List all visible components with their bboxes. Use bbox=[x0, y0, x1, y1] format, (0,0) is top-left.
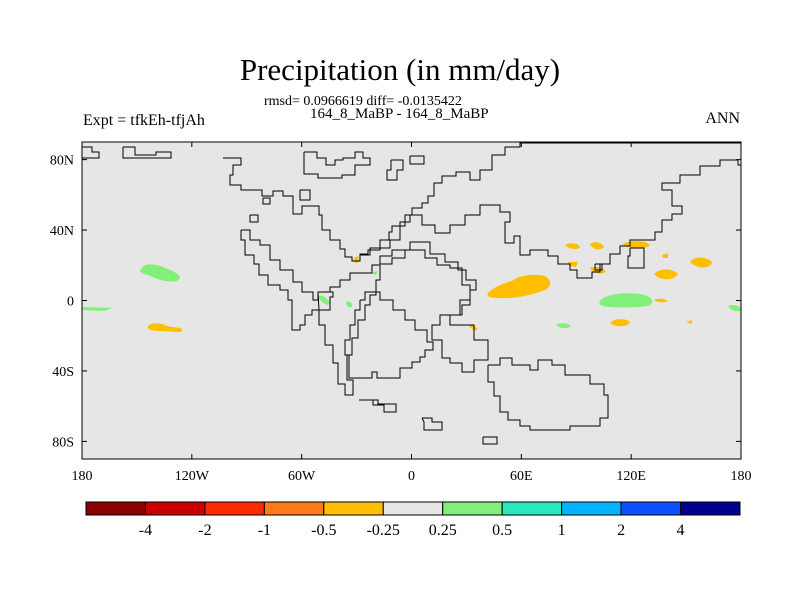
y-tick-label: 40S bbox=[52, 365, 74, 380]
anomaly-patch bbox=[82, 307, 112, 311]
anomaly-patch bbox=[654, 269, 678, 280]
coastline-antarctica bbox=[482, 436, 498, 445]
colorbar-label: 1 bbox=[558, 522, 566, 539]
colorbar-swatch bbox=[382, 501, 444, 516]
colorbar-label: 0.5 bbox=[492, 522, 512, 539]
x-tick-label: 60W bbox=[288, 469, 316, 484]
anomaly-patch bbox=[599, 293, 653, 308]
y-tick-label: 40N bbox=[50, 224, 74, 239]
anomaly-patch bbox=[654, 298, 668, 303]
colorbar bbox=[85, 501, 741, 516]
colorbar-swatch bbox=[680, 501, 741, 516]
colorbar-label: 0.25 bbox=[429, 522, 457, 539]
y-tick-labels: 80N 40N 0 40S 80S bbox=[50, 154, 74, 451]
coastline-americas bbox=[82, 146, 100, 159]
experiment-label: Expt = tfkEh-tfjAh bbox=[83, 112, 205, 129]
anomaly-patch bbox=[590, 242, 604, 250]
anomaly-patch bbox=[370, 271, 378, 275]
season-label: ANN bbox=[705, 110, 740, 127]
colorbar-swatch bbox=[561, 501, 622, 516]
anomaly-patch bbox=[690, 257, 712, 268]
coastline-americas bbox=[299, 189, 311, 201]
colorbar-swatch bbox=[204, 501, 265, 516]
x-tick-label: 120W bbox=[175, 469, 210, 484]
colorbar-swatch bbox=[263, 501, 325, 516]
axis-ticks bbox=[81, 142, 742, 459]
anomaly-patch bbox=[147, 323, 183, 333]
colorbar-swatch bbox=[620, 501, 682, 516]
anomaly-layer bbox=[82, 241, 741, 333]
colorbar-label: -4 bbox=[139, 522, 152, 539]
x-tick-labels: 180 120W 60W 0 60E 120E 180 bbox=[72, 469, 752, 484]
colorbar-label: -1 bbox=[258, 522, 271, 539]
anomaly-patch bbox=[468, 324, 478, 331]
x-tick-label: 0 bbox=[408, 469, 415, 484]
coastline-eurasia bbox=[594, 263, 603, 271]
coastline-africa bbox=[344, 291, 434, 379]
coastline-americas bbox=[240, 229, 334, 331]
colorbar-label: 2 bbox=[617, 522, 625, 539]
anomaly-patch bbox=[728, 304, 741, 312]
coastline-arctic bbox=[223, 142, 741, 262]
stats-text: rmsd= 0.0966619 diff= -0.0135422 bbox=[264, 94, 462, 109]
x-tick-label: 60E bbox=[510, 469, 533, 484]
colorbar-label: -2 bbox=[198, 522, 211, 539]
colorbar-swatch bbox=[501, 501, 563, 516]
anomaly-patch bbox=[318, 295, 330, 305]
anomaly-patch bbox=[487, 274, 551, 299]
anomaly-patch bbox=[565, 243, 580, 250]
coastline-africa bbox=[379, 241, 489, 373]
colorbar-swatch bbox=[85, 501, 146, 516]
colorbar-swatch bbox=[144, 501, 206, 516]
coastline-americas bbox=[249, 214, 259, 223]
anomaly-patch bbox=[556, 323, 571, 329]
x-tick-label: 120E bbox=[616, 469, 646, 484]
coastline-eurasia bbox=[627, 247, 645, 269]
coastline-greenland bbox=[303, 151, 371, 179]
anomaly-patch bbox=[610, 319, 630, 327]
anomaly-patch bbox=[140, 264, 180, 282]
page-title: Precipitation (in mm/day) bbox=[239, 52, 561, 87]
coastline-americas bbox=[262, 197, 271, 205]
colorbar-label: -0.25 bbox=[367, 522, 400, 539]
anomaly-patch bbox=[622, 241, 650, 249]
y-tick-label: 80N bbox=[50, 154, 74, 169]
anomaly-patch bbox=[662, 253, 668, 258]
y-tick-label: 80S bbox=[52, 435, 74, 450]
coastline-arctic bbox=[386, 159, 404, 181]
coastline-arctic bbox=[122, 146, 172, 159]
x-tick-label: 180 bbox=[72, 469, 93, 484]
colorbar-swatch bbox=[323, 501, 384, 516]
colorbar-swatch bbox=[442, 501, 503, 516]
colorbar-label: -0.5 bbox=[311, 522, 336, 539]
colorbar-label: 4 bbox=[677, 522, 685, 539]
coastlines bbox=[82, 142, 741, 445]
anomaly-patch bbox=[346, 301, 353, 308]
coastline-americas bbox=[317, 264, 381, 396]
coastline-australia bbox=[487, 357, 609, 431]
y-tick-label: 0 bbox=[67, 295, 74, 310]
coastline-islands bbox=[359, 399, 397, 413]
coastline-arctic bbox=[409, 155, 425, 165]
anomaly-patch bbox=[686, 320, 692, 324]
case-names: 164_8_MaBP - 164_8_MaBP bbox=[310, 106, 489, 122]
coastline-islands bbox=[421, 417, 443, 431]
colorbar-labels: -4 -2 -1 -0.5 -0.25 0.25 0.5 1 2 4 bbox=[139, 522, 685, 539]
coastline-eurasia bbox=[360, 159, 741, 279]
x-tick-label: 180 bbox=[731, 469, 752, 484]
